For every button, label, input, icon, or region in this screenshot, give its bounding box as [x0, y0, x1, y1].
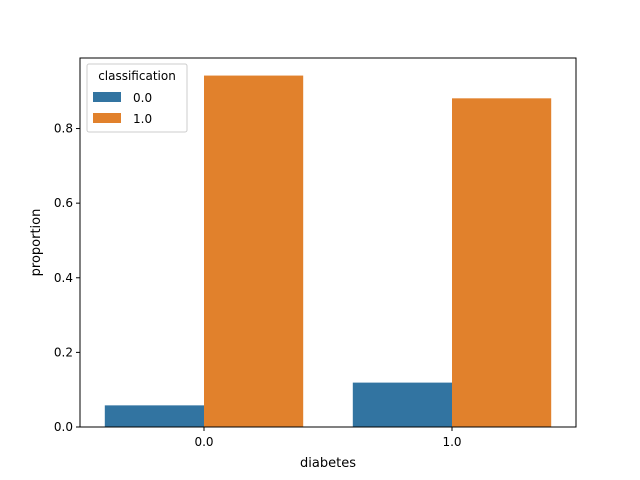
bar-diabetes-0.0-class-0.0	[104, 405, 204, 427]
x-axis-ticks: 0.0 1.0	[194, 427, 462, 449]
legend: classification 0.0 1.0	[86, 63, 188, 133]
y-tick-label: 0.4	[54, 271, 73, 285]
y-axis-label: proportion	[29, 209, 44, 277]
y-tick-label: 0.8	[54, 122, 73, 136]
legend-label-0.0: 0.0	[133, 91, 152, 105]
y-tick-label: 0.6	[54, 196, 73, 210]
x-axis-label: diabetes	[300, 456, 356, 471]
legend-entries: 0.0 1.0	[93, 91, 152, 126]
x-tick-label: 1.0	[442, 435, 461, 449]
legend-swatch-1.0	[93, 113, 121, 123]
plot-frame	[79, 57, 577, 428]
bar-diabetes-1.0-class-0.0	[352, 382, 452, 427]
bars-group	[104, 75, 552, 428]
x-tick-label: 0.0	[194, 435, 213, 449]
y-tick-label: 0.0	[54, 420, 73, 434]
bar-diabetes-1.0-class-1.0	[452, 98, 552, 427]
legend-swatch-0.0	[93, 92, 121, 102]
bar-diabetes-0.0-class-1.0	[204, 75, 304, 428]
y-axis-ticks: 0.0 0.2 0.4 0.6 0.8	[54, 122, 80, 434]
y-tick-label: 0.2	[54, 345, 73, 359]
legend-title: classification	[98, 69, 176, 83]
legend-label-1.0: 1.0	[133, 112, 152, 126]
